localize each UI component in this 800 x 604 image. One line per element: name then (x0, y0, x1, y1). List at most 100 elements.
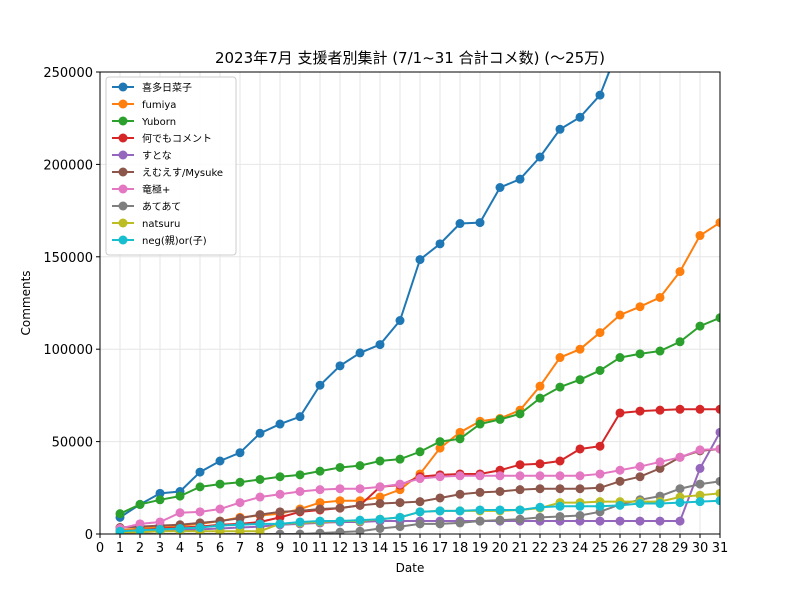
data-point (275, 419, 285, 429)
x-tick-label: 12 (332, 541, 349, 556)
data-point (295, 470, 305, 480)
data-point (575, 112, 585, 122)
data-point (715, 218, 720, 228)
data-point (575, 501, 585, 511)
data-point (235, 477, 245, 487)
data-point (515, 409, 525, 419)
data-point (535, 459, 545, 469)
data-point (395, 512, 405, 522)
data-point (675, 484, 685, 494)
data-point (615, 353, 625, 363)
data-point (635, 406, 645, 416)
data-point (435, 506, 445, 516)
data-point (375, 492, 385, 502)
data-point (715, 476, 720, 486)
data-point (615, 516, 625, 526)
x-tick-label: 5 (196, 541, 204, 556)
data-point (195, 507, 205, 517)
legend-label: あてあて (142, 201, 181, 213)
x-tick-label: 17 (432, 541, 449, 556)
data-point (695, 479, 705, 489)
data-point (695, 321, 705, 331)
data-point (335, 516, 345, 526)
y-tick-label: 250000 (43, 66, 93, 81)
data-point (295, 412, 305, 422)
data-point (175, 491, 185, 501)
series-layer (115, 72, 720, 534)
data-point (595, 365, 605, 375)
data-point (355, 461, 365, 471)
x-tick-label: 8 (256, 541, 264, 556)
data-point (475, 516, 485, 526)
data-point (355, 348, 365, 358)
data-point (535, 471, 545, 481)
data-point (695, 490, 705, 500)
data-point (675, 267, 685, 277)
data-point (195, 482, 205, 492)
data-point (535, 152, 545, 162)
legend-label: えむえす/Mysuke (142, 167, 223, 179)
legend-marker (118, 218, 128, 228)
data-point (535, 393, 545, 403)
data-point (495, 486, 505, 496)
data-point (415, 447, 425, 457)
data-point (655, 457, 665, 467)
data-point (675, 498, 685, 508)
data-point (275, 507, 285, 517)
x-tick-label: 14 (372, 541, 389, 556)
legend-marker (118, 150, 128, 160)
x-tick-label: 29 (672, 541, 689, 556)
y-tick-label: 0 (85, 528, 93, 543)
data-point (335, 527, 345, 534)
data-point (335, 361, 345, 371)
data-point (475, 471, 485, 481)
legend-item: Yuborn (112, 116, 176, 128)
legend-item: neg(親)or(子) (112, 234, 207, 247)
data-point (715, 444, 720, 454)
legend-box (105, 76, 237, 256)
legend-label: fumiya (142, 100, 176, 111)
data-point (215, 456, 225, 466)
data-point (115, 526, 125, 534)
data-point (215, 521, 225, 531)
series-9 (115, 496, 720, 534)
data-point (395, 316, 405, 326)
data-point (695, 497, 705, 507)
data-point (235, 498, 245, 508)
data-point (315, 528, 325, 534)
data-point (675, 404, 685, 414)
data-point (615, 310, 625, 320)
legend-item: natsuru (112, 218, 180, 230)
data-point (135, 499, 145, 509)
data-point (655, 463, 665, 473)
x-tick-label: 24 (572, 541, 589, 556)
x-tick-label: 7 (236, 541, 244, 556)
legend-item: 何でもコメント (112, 132, 212, 145)
data-point (475, 505, 485, 515)
data-point (295, 517, 305, 527)
data-point (375, 514, 385, 524)
x-tick-label: 31 (712, 541, 729, 556)
data-point (495, 515, 505, 525)
legend-label: 喜多日菜子 (142, 81, 192, 94)
data-point (395, 498, 405, 508)
data-point (675, 516, 685, 526)
data-point (635, 516, 645, 526)
data-point (655, 516, 665, 526)
data-point (635, 499, 645, 509)
data-point (115, 509, 125, 519)
data-point (575, 471, 585, 481)
x-tick-label: 18 (452, 541, 469, 556)
data-point (595, 483, 605, 493)
data-point (675, 452, 685, 462)
series-6 (115, 444, 720, 533)
y-axis-label: Comments (19, 270, 33, 335)
x-axis-ticks: 0 1 2 3 4 5 6 7 8 9 10 11 12 13 14 15 16 17 18 19 20 21 22 23 24… (96, 534, 728, 556)
data-point (595, 441, 605, 451)
data-point (335, 484, 345, 494)
data-point (355, 515, 365, 525)
data-point (295, 529, 305, 534)
series-0 (115, 72, 611, 522)
